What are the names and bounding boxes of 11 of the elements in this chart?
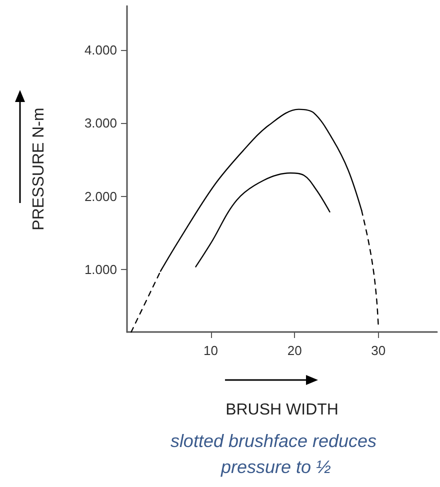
x-tick-label: 20	[287, 343, 302, 358]
x-axis-title: BRUSH WIDTH	[226, 402, 338, 418]
y-axis-title: PRESSURE N-m	[30, 108, 48, 230]
y-tick-label: 2.000	[84, 188, 117, 204]
text: slotted brushface reduces pressure to ½	[170, 431, 382, 477]
x-tick-label: 30	[371, 343, 386, 358]
y-tick-label: 3.000	[84, 116, 117, 131]
y-tick-label: 1.000	[84, 262, 117, 278]
line-series	[195, 172, 330, 268]
y-tick-label: 4.000	[84, 42, 117, 58]
x-tick-label: 10	[204, 343, 218, 358]
